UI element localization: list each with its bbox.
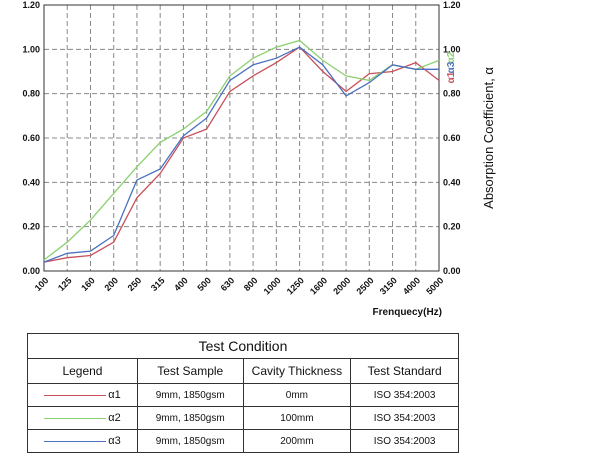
y-tick-label-right: 0.00 — [443, 266, 461, 276]
x-tick-label: 500 — [195, 275, 213, 293]
standard-cell: ISO 354:2003 — [350, 383, 459, 407]
header-cavity-thickness: Cavity Thickness — [242, 358, 352, 384]
y-tick-label-right: 0.20 — [443, 222, 461, 232]
sample-cell: 9mm, 1850gsm — [136, 429, 244, 453]
y-tick-label-left: 0.40 — [22, 177, 40, 187]
y-tick-label-right: 1.00 — [443, 44, 461, 54]
legend-cell-a1: α1 — [27, 383, 138, 407]
cavity-cell: 100mm — [242, 406, 352, 430]
x-tick-label: 125 — [56, 275, 74, 293]
legend-line-a3 — [44, 440, 107, 442]
y-tick-label-right: 0.60 — [443, 133, 461, 143]
header-test-sample: Test Sample — [136, 358, 244, 384]
x-tick-label: 200 — [102, 275, 120, 293]
y-tick-label-left: 0.00 — [22, 266, 40, 276]
x-tick-label: 2500 — [354, 275, 375, 296]
x-tick-label: 2000 — [331, 275, 352, 296]
x-tick-label: 160 — [79, 275, 97, 293]
x-tick-label: 1250 — [285, 275, 306, 296]
x-tick-label: 5000 — [424, 275, 445, 296]
x-tick-label: 1600 — [308, 275, 329, 296]
grid-layer — [44, 5, 439, 271]
legend-cell-a3: α3 — [27, 429, 138, 453]
y-tick-label-right: 0.80 — [443, 89, 461, 99]
y-tick-label-left: 0.60 — [22, 133, 40, 143]
series-line-α1 — [43, 46, 440, 263]
absorption-chart: 0.00 0.00 0.20 0.20 0.40 0.40 0.60 0.60 0.80 0.80… — [22, 0, 496, 318]
x-tick-label: 100 — [33, 275, 51, 293]
y-axis-title: Absorption Coefficient, α — [481, 67, 496, 209]
series-line-α3 — [43, 46, 439, 263]
standard-cell: ISO 354:2003 — [350, 429, 459, 453]
legend-line-a1 — [44, 394, 107, 396]
legend-symbol-a3: α3 — [108, 435, 121, 447]
series-tag-α2: α2 — [446, 51, 457, 63]
x-tick-label: 3150 — [378, 275, 399, 296]
table-row: α3 9mm, 1850gsm 200mm ISO 354:2003 — [27, 429, 459, 453]
x-axis-title: Frenquecy(Hz) — [373, 307, 442, 318]
sample-cell: 9mm, 1850gsm — [136, 383, 244, 407]
table-row: α2 9mm, 1850gsm 100mm ISO 354:2003 — [27, 406, 459, 430]
header-test-standard: Test Standard — [350, 358, 459, 384]
series-line-α2 — [43, 39, 440, 261]
sample-cell: 9mm, 1850gsm — [136, 406, 244, 430]
test-condition-table: Test Condition Legend Test Sample Cavity… — [27, 333, 459, 453]
x-tick-label: 800 — [242, 275, 260, 293]
table-header-row: Legend Test Sample Cavity Thickness Test… — [27, 358, 459, 384]
legend-cell-a2: α2 — [27, 406, 138, 430]
standard-cell: ISO 354:2003 — [350, 406, 459, 430]
series-tag-α1: α1 — [446, 71, 457, 83]
y-tick-label-left: 0.80 — [22, 89, 40, 99]
cavity-cell: 200mm — [242, 429, 352, 453]
series-tag-α3: α3 — [446, 61, 457, 73]
x-tick-label: 630 — [219, 275, 237, 293]
y-tick-label-right: 1.20 — [443, 0, 461, 10]
y-tick-label-right: 0.40 — [443, 177, 461, 187]
table-caption: Test Condition — [27, 333, 459, 359]
y-tick-label-left: 0.20 — [22, 222, 40, 232]
legend-line-a2 — [44, 417, 107, 419]
x-tick-label: 1000 — [262, 275, 283, 296]
x-tick-label: 250 — [126, 275, 144, 293]
x-tick-label: 315 — [149, 275, 167, 293]
axis-layer — [43, 4, 440, 272]
label-layer: 0.00 0.00 0.20 0.20 0.40 0.40 0.60 0.60 0.80 0.80… — [22, 0, 460, 297]
y-tick-label-left: 1.20 — [22, 0, 40, 10]
header-legend: Legend — [27, 358, 138, 384]
legend-symbol-a2: α2 — [108, 412, 121, 424]
cavity-cell: 0mm — [242, 383, 352, 407]
series-layer — [43, 39, 440, 263]
x-tick-label: 400 — [172, 275, 190, 293]
table-row: α1 9mm, 1850gsm 0mm ISO 354:2003 — [27, 383, 459, 407]
table-caption-row: Test Condition — [27, 333, 459, 359]
y-tick-label-left: 1.00 — [22, 44, 40, 54]
x-tick-label: 4000 — [401, 275, 422, 296]
plot-frame — [43, 4, 440, 272]
legend-symbol-a1: α1 — [108, 389, 121, 401]
